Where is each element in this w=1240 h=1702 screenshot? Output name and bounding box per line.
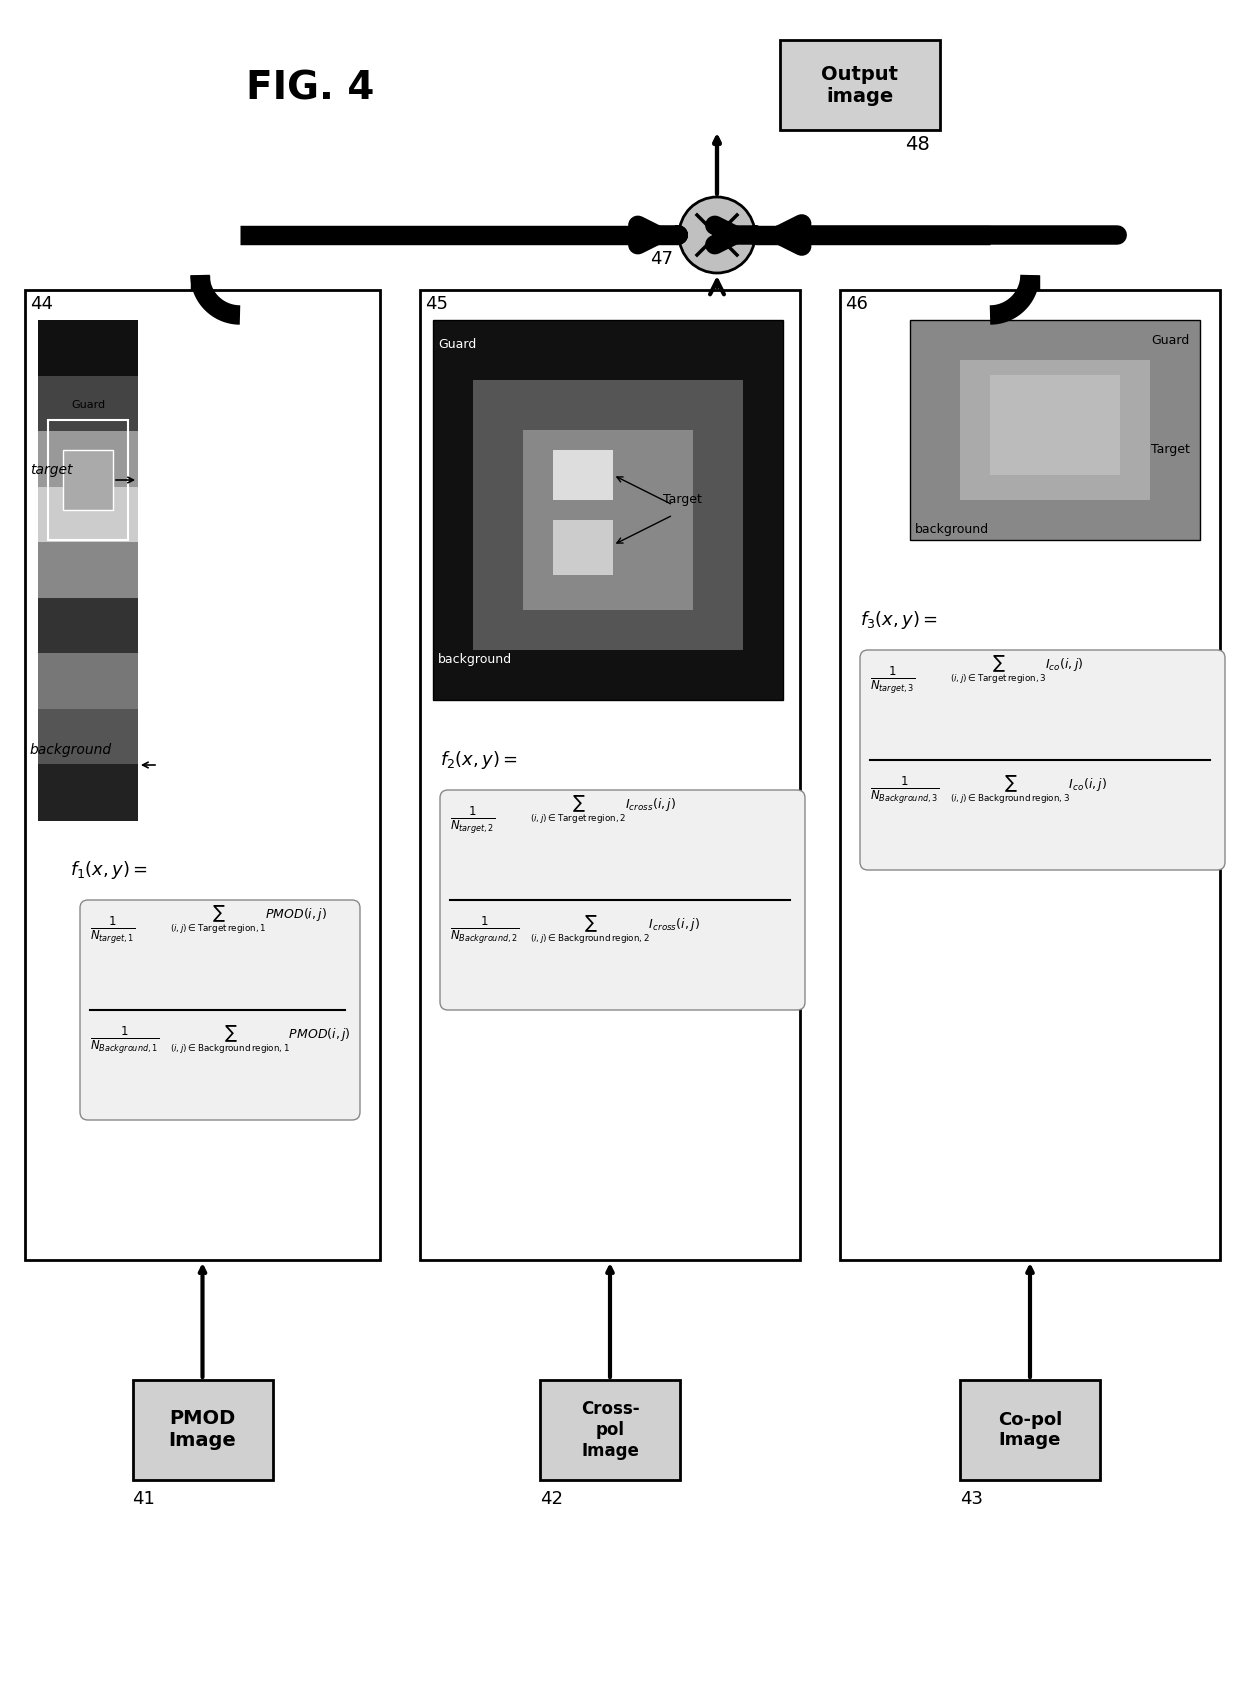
Bar — [960, 1380, 1100, 1481]
Bar — [38, 654, 138, 710]
Text: 48: 48 — [905, 134, 930, 153]
Text: $f_2(x,y) =$: $f_2(x,y) =$ — [440, 749, 518, 771]
Bar — [553, 521, 613, 575]
Bar — [38, 597, 138, 654]
Text: 47: 47 — [651, 250, 673, 267]
Text: $\frac{1}{N_{target,3}}$: $\frac{1}{N_{target,3}}$ — [870, 664, 915, 696]
Bar — [780, 41, 940, 129]
Bar — [910, 320, 1200, 540]
Text: Guard: Guard — [1152, 334, 1190, 347]
Text: background: background — [30, 744, 112, 757]
FancyBboxPatch shape — [440, 790, 805, 1009]
FancyBboxPatch shape — [81, 900, 360, 1120]
Text: 46: 46 — [844, 294, 868, 313]
Text: 43: 43 — [960, 1489, 983, 1508]
Bar — [48, 420, 128, 540]
Bar — [63, 449, 113, 511]
Bar — [472, 380, 743, 650]
Text: Co-pol
Image: Co-pol Image — [998, 1411, 1063, 1450]
Text: Guard: Guard — [71, 400, 105, 410]
Text: $f_1(x,y) =$: $f_1(x,y) =$ — [69, 860, 148, 882]
Text: Target: Target — [663, 494, 702, 507]
Text: Target: Target — [1151, 444, 1190, 456]
Text: 42: 42 — [539, 1489, 563, 1508]
Bar — [420, 289, 800, 1259]
Bar — [133, 1380, 273, 1481]
Bar — [25, 289, 379, 1259]
Text: 45: 45 — [425, 294, 448, 313]
Bar — [960, 361, 1149, 500]
Bar — [553, 449, 613, 500]
Bar — [523, 431, 693, 609]
Text: $\frac{1}{N_{target,2}}$: $\frac{1}{N_{target,2}}$ — [450, 805, 495, 836]
Text: $\frac{1}{N_{Background,3}}$: $\frac{1}{N_{Background,3}}$ — [870, 774, 939, 805]
FancyBboxPatch shape — [861, 650, 1225, 870]
Text: PMOD
Image: PMOD Image — [169, 1409, 237, 1450]
Text: Guard: Guard — [438, 339, 476, 352]
Text: $\frac{1}{N_{Background,2}}$: $\frac{1}{N_{Background,2}}$ — [450, 914, 520, 946]
Bar — [433, 320, 782, 700]
Bar — [38, 376, 138, 432]
Bar — [38, 710, 138, 766]
Text: $\sum_{(i,j)\in \mathrm{Target\,region,1}} PMOD(i,j)$: $\sum_{(i,j)\in \mathrm{Target\,region,1… — [170, 904, 327, 936]
Bar — [38, 543, 138, 599]
Circle shape — [680, 197, 755, 272]
Bar — [38, 320, 138, 376]
Bar — [539, 1380, 680, 1481]
Text: background: background — [438, 654, 512, 667]
Bar — [990, 374, 1120, 475]
Bar — [38, 487, 138, 543]
Text: background: background — [915, 524, 990, 536]
Bar — [38, 431, 138, 488]
Text: $\sum_{(i,j)\in \mathrm{Background\,region,1}} PMOD(i,j)$: $\sum_{(i,j)\in \mathrm{Background\,regi… — [170, 1025, 351, 1057]
Text: $\sum_{(i,j)\in \mathrm{Background\,region,2}} I_{cross}(i,j)$: $\sum_{(i,j)\in \mathrm{Background\,regi… — [529, 914, 699, 946]
Text: $\sum_{(i,j)\in \mathrm{Target\,region,2}} I_{cross}(i,j)$: $\sum_{(i,j)\in \mathrm{Target\,region,2… — [529, 793, 676, 825]
Text: $\frac{1}{N_{target,1}}$: $\frac{1}{N_{target,1}}$ — [91, 914, 135, 946]
Text: $f_3(x,y) =$: $f_3(x,y) =$ — [861, 609, 939, 631]
Bar — [839, 289, 1220, 1259]
Text: $\sum_{(i,j)\in \mathrm{Target\,region,3}} I_{co}(i,j)$: $\sum_{(i,j)\in \mathrm{Target\,region,3… — [950, 654, 1084, 686]
Text: Output
image: Output image — [821, 65, 899, 106]
Text: $\frac{1}{N_{Background,1}}$: $\frac{1}{N_{Background,1}}$ — [91, 1025, 159, 1055]
Text: target: target — [30, 463, 72, 477]
Bar — [38, 764, 138, 820]
Text: Cross-
pol
Image: Cross- pol Image — [580, 1401, 640, 1460]
Text: $\sum_{(i,j)\in \mathrm{Background\,region,3}} I_{co}(i,j)$: $\sum_{(i,j)\in \mathrm{Background\,regi… — [950, 774, 1107, 807]
Text: FIG. 4: FIG. 4 — [246, 70, 374, 107]
Text: 41: 41 — [133, 1489, 155, 1508]
Text: 44: 44 — [30, 294, 53, 313]
